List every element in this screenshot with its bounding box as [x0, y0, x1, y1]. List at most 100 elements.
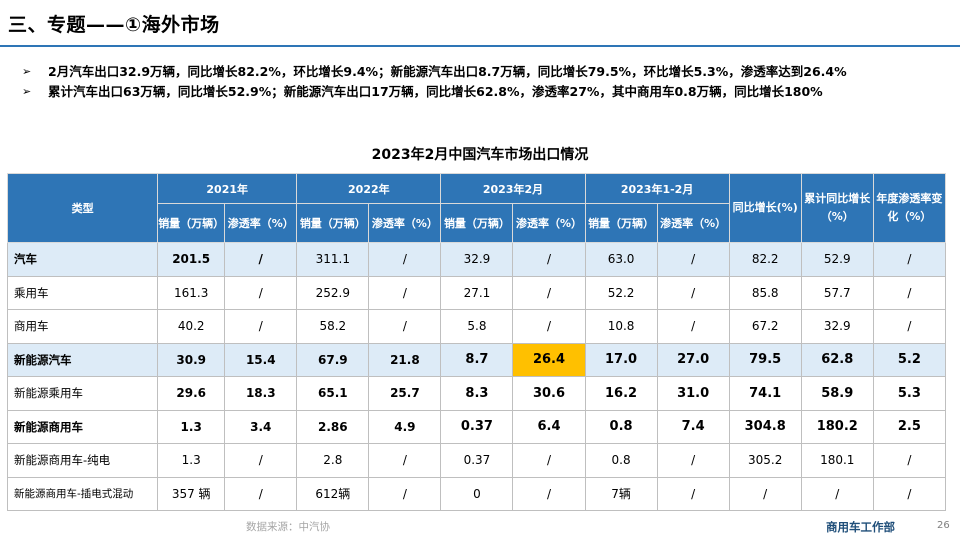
cell: 85.8: [728, 275, 802, 310]
cell: 79.5: [728, 342, 802, 377]
cell: 67.9: [296, 342, 370, 377]
cell: 10.8: [584, 309, 658, 344]
cell: 57.7: [800, 275, 874, 310]
cell: /: [800, 476, 874, 511]
cell: 30.6: [512, 376, 586, 411]
cell: /: [224, 309, 298, 344]
header-group-2023-jan-feb: 2023年1-2月: [584, 173, 730, 204]
arrow-bullet-icon: ➢: [22, 65, 32, 78]
arrow-bullet-icon: ➢: [22, 85, 32, 98]
header-group-2023-feb: 2023年2月: [440, 173, 586, 204]
cell: 5.3: [872, 376, 947, 411]
cell: 29.6: [157, 376, 226, 411]
table-title: 2023年2月中国汽车市场出口情况: [371, 147, 589, 163]
cell: 30.9: [157, 342, 226, 377]
cell: 27.0: [656, 342, 730, 377]
department-label: 商用车工作部: [826, 520, 895, 534]
bullet-text: 2月汽车出口32.9万辆，同比增长82.2%，环比增长9.4%；新能源汽车出口8…: [48, 64, 847, 79]
cell: /: [512, 275, 586, 310]
cell: 180.2: [800, 409, 874, 444]
cell: /: [656, 275, 730, 310]
page-title: 三、专题——①海外市场: [8, 14, 220, 36]
cell: /: [872, 476, 947, 511]
cell: /: [872, 309, 947, 344]
cell: /: [656, 242, 730, 277]
cell: 5.8: [440, 309, 514, 344]
row-name: 新能源商用车-纯电: [6, 443, 159, 478]
row-name: 新能源商用车-插电式混动: [6, 476, 159, 511]
cell: 52.9: [800, 242, 874, 277]
cell: /: [224, 443, 298, 478]
row-name: 商用车: [6, 309, 159, 344]
header-group-2022: 2022年: [296, 173, 442, 204]
cell: 65.1: [296, 376, 370, 411]
header-pen-change: 年度渗透率变化（%）: [872, 173, 947, 243]
cell: 304.8: [728, 409, 802, 444]
row-name: 新能源乘用车: [6, 376, 159, 411]
cell: 0.8: [584, 409, 658, 444]
cell: /: [512, 476, 586, 511]
cell: 31.0: [656, 376, 730, 411]
cell: 311.1: [296, 242, 370, 277]
cell: 40.2: [157, 309, 226, 344]
cell: 0: [440, 476, 514, 511]
cell: /: [872, 242, 947, 277]
page-number: 26: [937, 520, 950, 531]
cell: 63.0: [584, 242, 658, 277]
row-name: 汽车: [6, 242, 159, 277]
bullet-item: ➢ 2月汽车出口32.9万辆，同比增长82.2%，环比增长9.4%；新能源汽车出…: [22, 62, 947, 81]
cell: 1.3: [157, 409, 226, 444]
cell: 1.3: [157, 443, 226, 478]
cell: 7.4: [656, 409, 730, 444]
table-row: 乘用车 161.3 / 252.9 / 27.1 / 52.2 / 85.8 5…: [6, 275, 947, 310]
row-name: 新能源汽车: [6, 342, 159, 377]
cell: 2.5: [872, 409, 947, 444]
cell: 3.4: [224, 409, 298, 444]
cell: 67.2: [728, 309, 802, 344]
header-sales: 销量（万辆）: [296, 203, 370, 243]
header-sales: 销量（万辆）: [440, 203, 514, 243]
table-row: 新能源汽车 30.9 15.4 67.9 21.8 8.7 26.4 17.0 …: [6, 342, 947, 377]
cell: 15.4: [224, 342, 298, 377]
cell: /: [224, 476, 298, 511]
cell: 357 辆: [157, 476, 226, 511]
cell: 32.9: [440, 242, 514, 277]
cell: /: [224, 275, 298, 310]
cell: /: [512, 309, 586, 344]
cell: 58.2: [296, 309, 370, 344]
header-penetration: 渗透率（%）: [512, 203, 586, 243]
header-penetration: 渗透率（%）: [224, 203, 298, 243]
table-row: 新能源商用车 1.3 3.4 2.86 4.9 0.37 6.4 0.8 7.4…: [6, 409, 947, 444]
data-source: 数据来源：中汽协: [246, 521, 330, 533]
cell: 17.0: [584, 342, 658, 377]
cell: 8.3: [440, 376, 514, 411]
cell: 305.2: [728, 443, 802, 478]
cell: 82.2: [728, 242, 802, 277]
header-type: 类型: [6, 173, 159, 243]
table-row: 新能源乘用车 29.6 18.3 65.1 25.7 8.3 30.6 16.2…: [6, 376, 947, 411]
cell: 8.7: [440, 342, 514, 377]
cell: 0.37: [440, 443, 514, 478]
cell: /: [368, 242, 442, 277]
header-sales: 销量（万辆）: [157, 203, 226, 243]
cell: /: [656, 309, 730, 344]
cell: /: [368, 443, 442, 478]
cell: 612辆: [296, 476, 370, 511]
cell: 21.8: [368, 342, 442, 377]
table-row: 汽车 201.5 / 311.1 / 32.9 / 63.0 / 82.2 52…: [6, 242, 947, 277]
cell: /: [872, 275, 947, 310]
title-divider: [0, 45, 960, 47]
table-row: 新能源商用车-插电式混动 357 辆 / 612辆 / 0 / 7辆 / / /…: [6, 476, 947, 511]
header-penetration: 渗透率（%）: [656, 203, 730, 243]
cell: 2.86: [296, 409, 370, 444]
cell: /: [224, 242, 298, 277]
cell: 4.9: [368, 409, 442, 444]
cell: /: [512, 443, 586, 478]
bullet-item: ➢ 累计汽车出口63万辆，同比增长52.9%；新能源汽车出口17万辆，同比增长6…: [22, 82, 947, 101]
cell: /: [368, 309, 442, 344]
cell: 0.37: [440, 409, 514, 444]
cell: 161.3: [157, 275, 226, 310]
table-row: 新能源商用车-纯电 1.3 / 2.8 / 0.37 / 0.8 / 305.2…: [6, 443, 947, 478]
cell: /: [368, 476, 442, 511]
export-table: 类型 2021年 2022年 2023年2月 2023年1-2月 同比增长(%)…: [6, 173, 947, 511]
